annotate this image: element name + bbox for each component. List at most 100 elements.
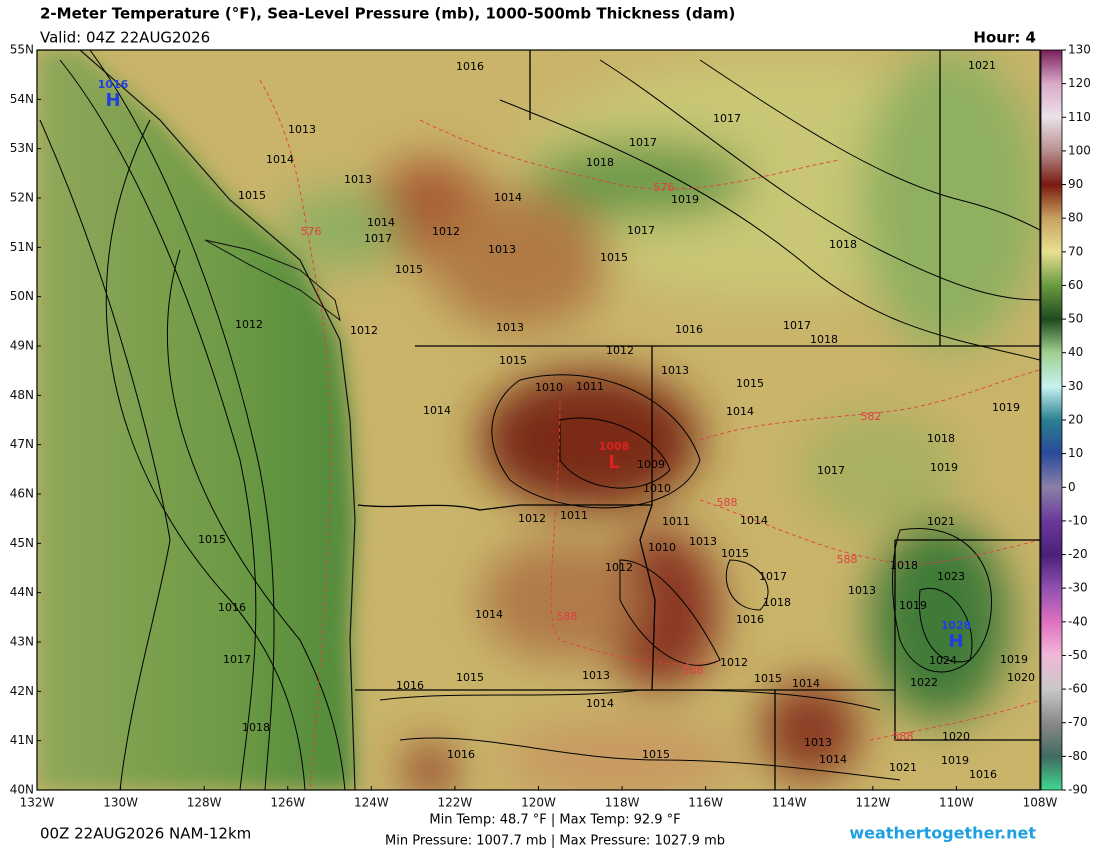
- isobar-label: 1017: [759, 570, 787, 583]
- isobar-label: 1016: [396, 679, 424, 692]
- isobar-label: 1014: [792, 677, 820, 690]
- thickness-label: 588: [837, 553, 858, 566]
- colorbar-label: 120: [1068, 76, 1091, 90]
- isobar-label: 1017: [713, 112, 741, 125]
- thickness-label: 588: [717, 496, 738, 509]
- isobar-label: 1018: [890, 559, 918, 572]
- isobar-label: 1011: [662, 515, 690, 528]
- isobar-label: 1014: [367, 216, 395, 229]
- isobar-label: 1012: [518, 512, 546, 525]
- thickness-label: 588: [893, 730, 914, 743]
- lon-label: 122W: [438, 796, 473, 810]
- isobar-label: 1016: [736, 613, 764, 626]
- temp-range: Min Temp: 48.7 °F | Max Temp: 92.9 °F: [429, 813, 680, 828]
- isobar-label: 1013: [496, 321, 524, 334]
- lat-label: 43N: [10, 635, 34, 649]
- lat-label: 48N: [10, 388, 34, 402]
- isobar-label: 1013: [661, 364, 689, 377]
- colorbar-label: 110: [1068, 110, 1091, 124]
- lon-label: 118W: [605, 796, 640, 810]
- isobar-label: 1018: [829, 238, 857, 251]
- isobar-label: 1013: [288, 123, 316, 136]
- colorbar-label: 70: [1068, 244, 1083, 258]
- isobar-label: 1015: [395, 263, 423, 276]
- colorbar-label: 30: [1068, 379, 1083, 393]
- colorbar-label: 20: [1068, 413, 1083, 427]
- isobar-label: 1012: [720, 656, 748, 669]
- lat-label: 49N: [10, 339, 34, 353]
- lat-label: 46N: [10, 487, 34, 501]
- isobar-label: 1022: [910, 676, 938, 689]
- colorbar-label: 80: [1068, 211, 1083, 225]
- isobar-label: 1010: [535, 381, 563, 394]
- isobar-label: 1011: [560, 509, 588, 522]
- isobar-label: 1010: [643, 482, 671, 495]
- isobar-label: 1019: [941, 754, 969, 767]
- isobar-label: 1015: [721, 547, 749, 560]
- isobar-label: 1017: [627, 224, 655, 237]
- isobar-label: 1013: [804, 736, 832, 749]
- isobar-label: 1019: [899, 599, 927, 612]
- lon-label: 130W: [103, 796, 138, 810]
- isobar-label: 1010: [648, 541, 676, 554]
- isobar-label: 1016: [675, 323, 703, 336]
- colorbar-label: -20: [1068, 547, 1088, 561]
- lat-label: 44N: [10, 585, 34, 599]
- isobar-label: 1014: [726, 405, 754, 418]
- isobar-label: 1017: [817, 464, 845, 477]
- isobar-label: 1014: [819, 753, 847, 766]
- isobar-label: 1013: [689, 535, 717, 548]
- isobar-label: 1012: [350, 324, 378, 337]
- isobar-label: 1018: [763, 596, 791, 609]
- lon-label: 128W: [187, 796, 222, 810]
- colorbar-label: 10: [1068, 446, 1083, 460]
- pressure-center-value: 1016: [98, 78, 129, 91]
- colorbar-label: 0: [1068, 480, 1076, 494]
- lon-label: 124W: [354, 796, 389, 810]
- lat-label: 41N: [10, 733, 34, 747]
- valid-time: Valid: 04Z 22AUG2026: [40, 29, 210, 47]
- isobar-label: 1013: [582, 669, 610, 682]
- pressure-center-value: 1028: [941, 619, 972, 632]
- lon-label: 126W: [270, 796, 305, 810]
- isobar-label: 1021: [968, 59, 996, 72]
- isobar-label: 1015: [642, 748, 670, 761]
- lat-label: 40N: [10, 783, 34, 797]
- isobar-label: 1012: [606, 344, 634, 357]
- isobar-label: 1015: [198, 533, 226, 546]
- isobar-label: 1016: [969, 768, 997, 781]
- isobar-label: 1016: [447, 748, 475, 761]
- thickness-label: 588: [557, 610, 578, 623]
- pressure-center-letter: H: [105, 90, 120, 111]
- lon-label: 112W: [855, 796, 890, 810]
- colorbar-label: -90: [1068, 783, 1088, 797]
- site-credit: weathertogether.net: [849, 824, 1036, 843]
- isobar-label: 1015: [600, 251, 628, 264]
- isobar-label: 1015: [238, 189, 266, 202]
- isobar-label: 1019: [930, 461, 958, 474]
- thickness-label: 576: [301, 225, 322, 238]
- isobar-label: 1013: [848, 584, 876, 597]
- colorbar-label: 100: [1068, 143, 1091, 157]
- isobar-label: 1015: [754, 672, 782, 685]
- isobar-label: 1014: [494, 191, 522, 204]
- colorbar-label: -60: [1068, 682, 1088, 696]
- lat-label: 50N: [10, 289, 34, 303]
- isobar-label: 1011: [576, 380, 604, 393]
- thickness-label: 576: [654, 181, 675, 194]
- isobar-label: 1019: [671, 193, 699, 206]
- isobar-label: 1015: [499, 354, 527, 367]
- isobar-label: 1009: [637, 458, 665, 471]
- isobar-label: 1016: [456, 60, 484, 73]
- lon-label: 114W: [772, 796, 807, 810]
- lat-label: 52N: [10, 191, 34, 205]
- isobar-label: 1024: [929, 654, 957, 667]
- lon-label: 132W: [20, 796, 55, 810]
- colorbar-label: -50: [1068, 648, 1088, 662]
- colorbar-label: -40: [1068, 614, 1088, 628]
- title: 2-Meter Temperature (°F), Sea-Level Pres…: [40, 5, 735, 23]
- isobar-label: 1018: [242, 721, 270, 734]
- isobar-label: 1021: [927, 515, 955, 528]
- isobar-label: 1012: [235, 318, 263, 331]
